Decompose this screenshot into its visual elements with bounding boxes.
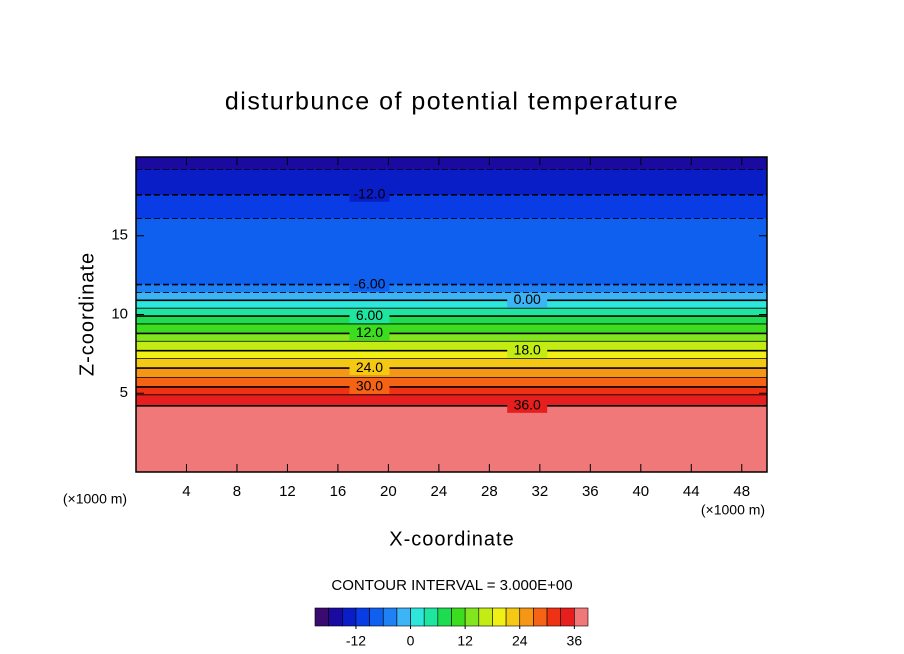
x-tick-label: 48 [733,483,750,500]
contour-label-bg [349,277,390,292]
colorbar-box [382,607,398,627]
contour-label: 36.0 [514,397,541,413]
colorbar-box [533,607,548,627]
contour-label: 0.00 [514,291,541,307]
colorbar-box [574,607,589,627]
contour-label: 18.0 [514,341,541,357]
contour-label: 6.00 [356,307,383,323]
colorbar-tick-label: -12 [346,633,366,649]
contour-label-bg [349,309,390,324]
x-unit-label: (×1000 m) [701,502,765,518]
colorbar-box [341,607,357,627]
colorbar-box [451,607,466,627]
colorbar-box [478,607,493,627]
x-tick-label: 4 [182,483,190,500]
colorbar-box [423,607,439,627]
contour-label-bg [507,293,548,308]
x-axis-label: X-coordinate [389,528,514,550]
colorbar-box [546,607,561,627]
colorbar-box [328,607,343,627]
y-tick-label: 10 [111,305,128,322]
contour-label: -12.0 [354,186,386,202]
contour-interval: CONTOUR INTERVAL = 3.000E+00 [331,577,572,594]
contour-label-bg [349,379,390,394]
contour-label-bg [349,361,390,376]
contour-label: 12.0 [356,324,383,340]
x-tick-label: 20 [380,483,397,500]
y-tick-label: 15 [111,227,128,244]
colorbar-tick-label: 24 [512,633,528,649]
colorbar-box [369,607,384,627]
colorbar-box [519,607,534,627]
colorbar-box [396,607,411,627]
x-tick-label: 16 [330,483,347,500]
colorbar-box [560,607,575,627]
contour-label: 30.0 [356,378,383,394]
y-tick-label: 5 [120,384,128,401]
x-unit-label: (×1000 m) [63,491,127,507]
x-tick-label: 40 [632,483,649,500]
x-tick-label: 44 [683,483,700,500]
contour-label-bg [349,326,390,341]
colorbar-box [437,607,452,627]
colorbar-tick-label: 12 [457,633,473,649]
colorbar-tick-label: 36 [567,633,583,649]
filled-band [136,157,767,170]
x-tick-label: 32 [531,483,548,500]
x-tick-label: 28 [481,483,498,500]
contour-label-bg [349,187,390,202]
colorbar-box [464,607,480,627]
x-tick-label: 24 [431,483,448,500]
colorbar-box [410,607,425,627]
y-axis-label: Z-coordinate [76,252,98,376]
colorbar-box [492,607,507,627]
contour-label-bg [507,398,548,413]
x-tick-label: 8 [233,483,241,500]
colorbar-box [505,607,521,627]
chart-title: disturbunce of potential temperature [225,88,679,116]
colorbar-box [355,607,370,627]
colorbar-box [314,607,329,627]
x-tick-label: 36 [582,483,599,500]
contour-label: -6.00 [354,275,386,291]
contour-label: 24.0 [356,359,383,375]
x-tick-label: 12 [279,483,296,500]
colorbar: -12 0 12 24 36 [314,607,589,649]
contour-label-bg [507,343,548,358]
colorbar-tick-label: 0 [407,633,415,649]
